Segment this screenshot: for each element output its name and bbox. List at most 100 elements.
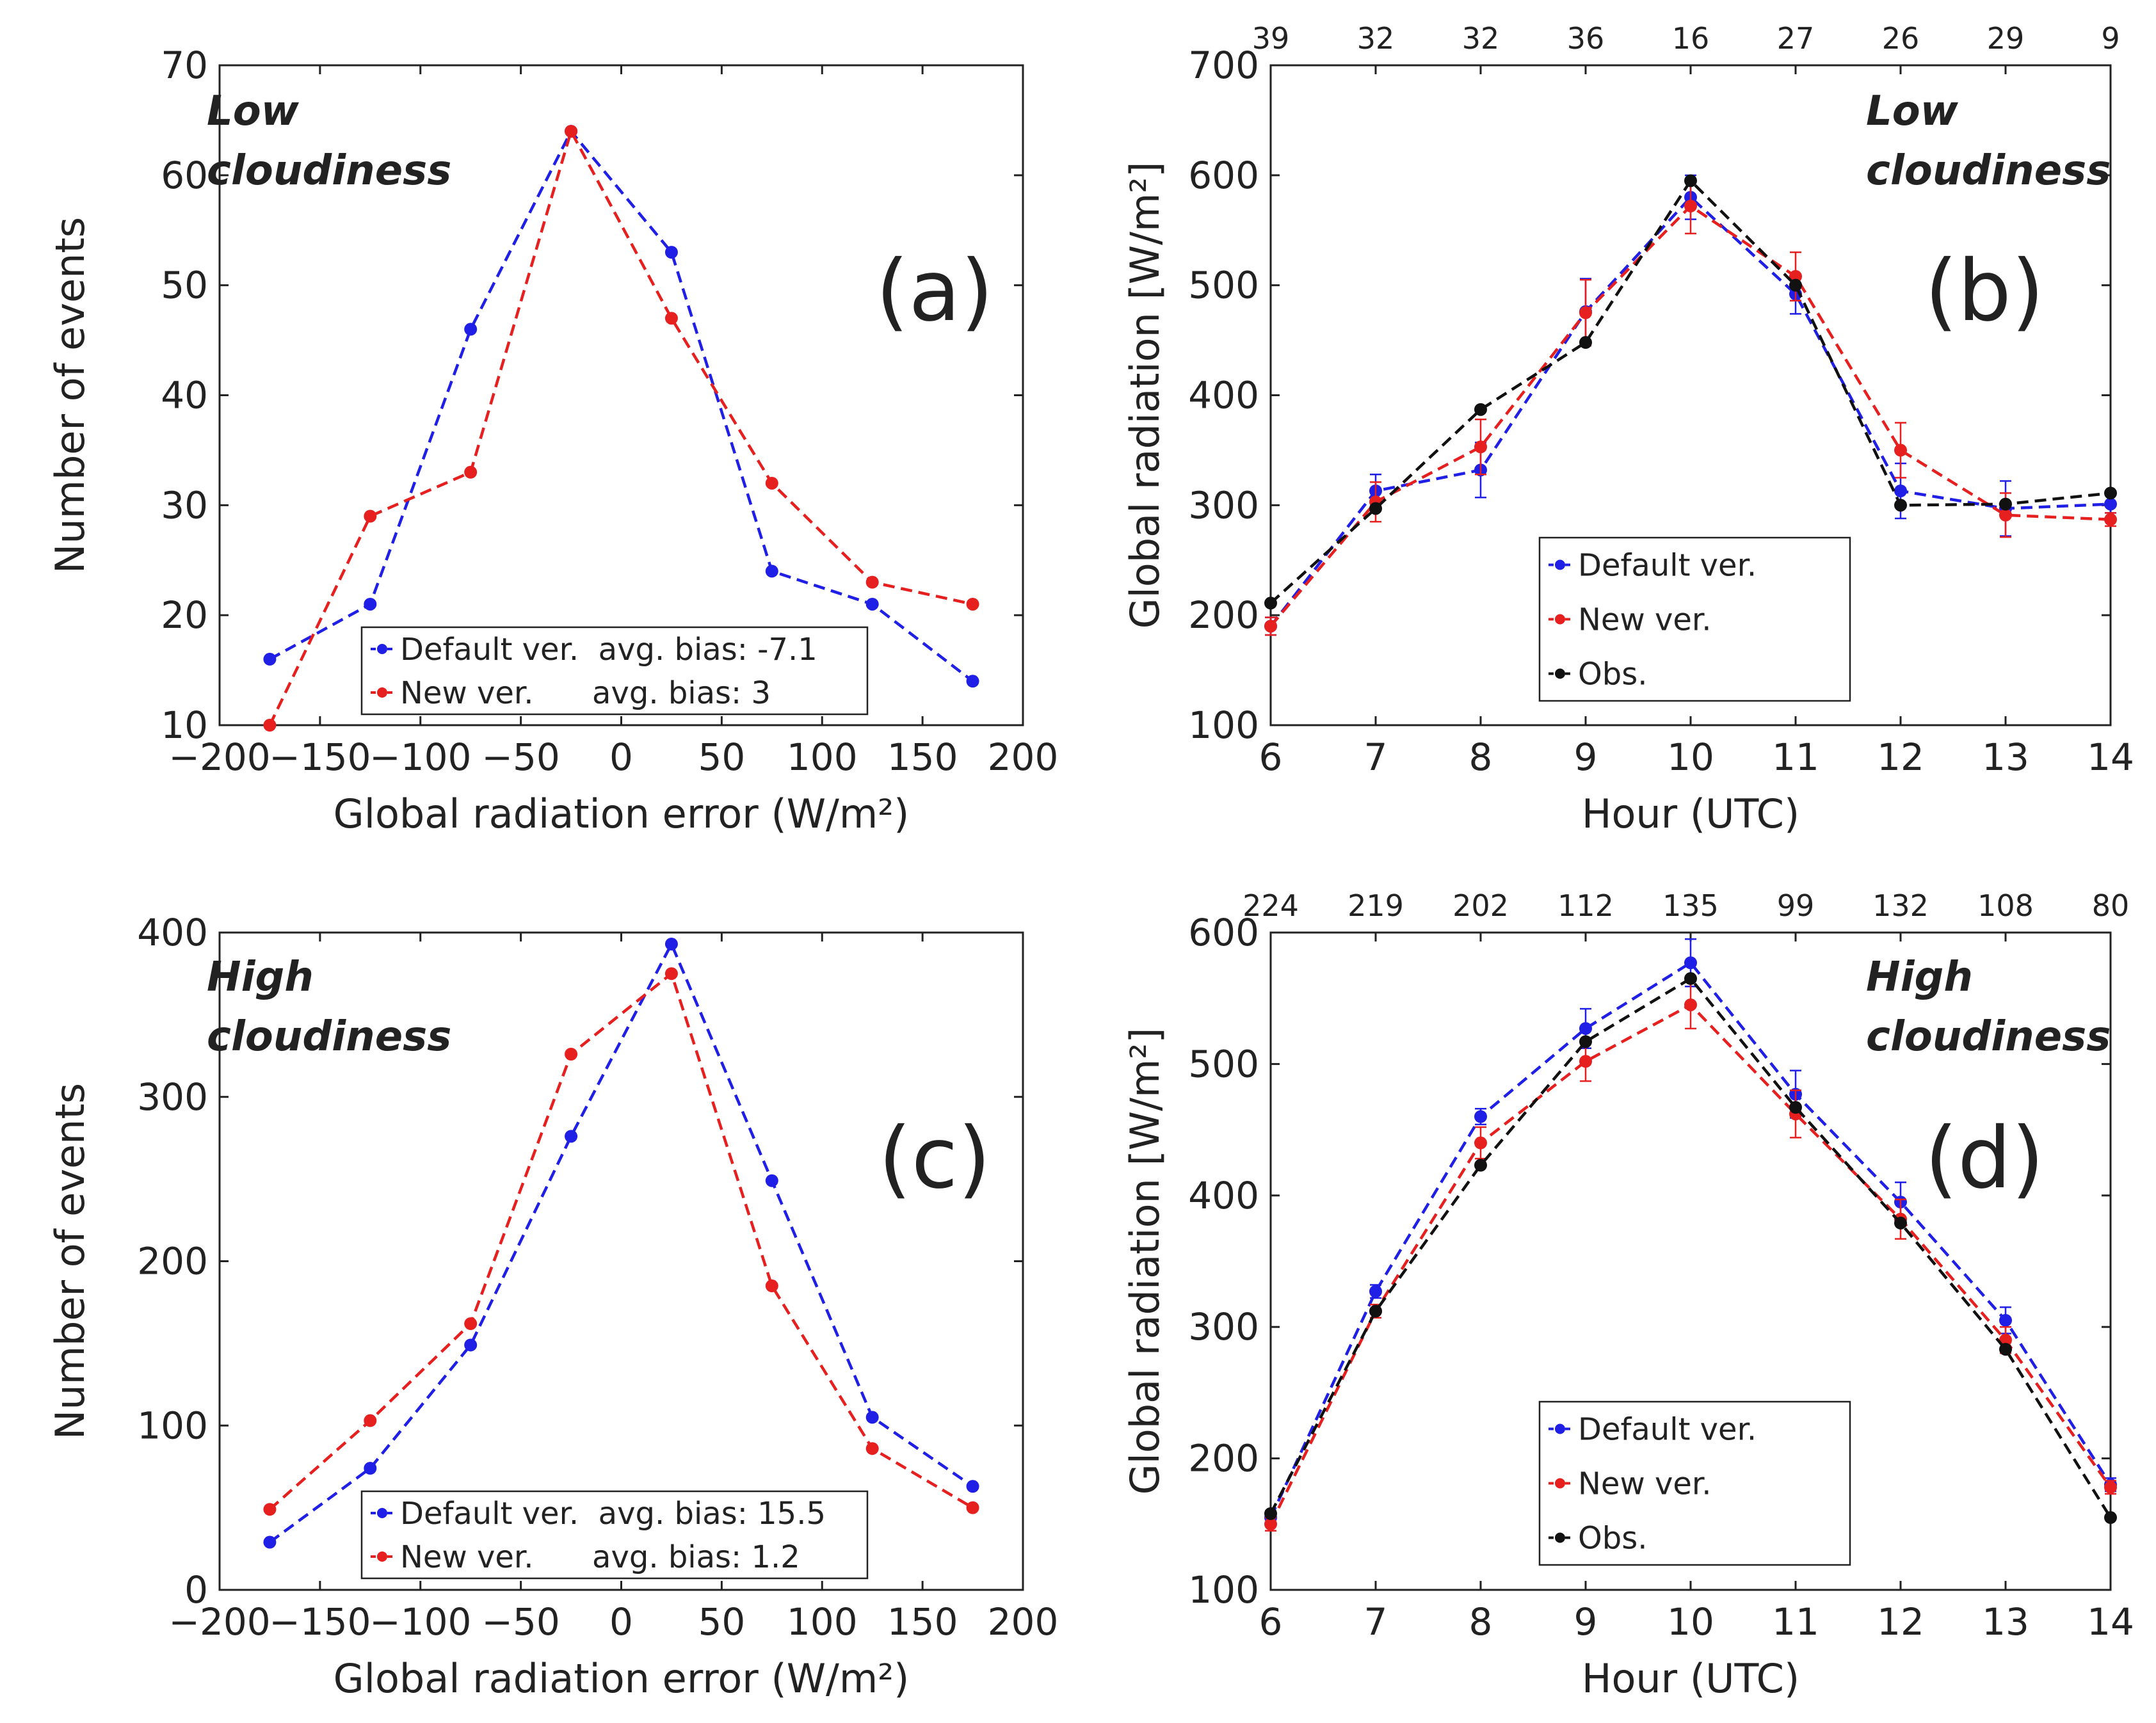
- data-point: [765, 565, 778, 578]
- top-count-label: 26: [1882, 21, 1920, 56]
- y-tick-label: 300: [1188, 1305, 1259, 1349]
- legend-entry: Default ver.: [1578, 548, 1757, 584]
- data-point: [865, 1411, 879, 1424]
- x-tick-label: 14: [2087, 735, 2134, 779]
- x-tick-label: −100: [369, 1600, 471, 1644]
- top-count-label: 32: [1357, 21, 1395, 56]
- x-tick-label: 7: [1364, 1600, 1388, 1644]
- data-point: [464, 465, 478, 479]
- legend-swatch-marker: [1555, 668, 1565, 679]
- series-line-defaultver: [269, 129, 974, 683]
- data-point: [1684, 956, 1697, 970]
- data-point: [1369, 502, 1382, 515]
- data-point: [2104, 497, 2117, 511]
- condition-label: cloudiness: [1866, 1013, 2111, 1061]
- legend-entry: Default ver. avg. bias: 15.5: [400, 1496, 826, 1532]
- y-tick-label: 200: [137, 1240, 208, 1283]
- data-point: [664, 246, 678, 259]
- data-point: [1369, 1285, 1382, 1298]
- x-tick-label: 7: [1364, 735, 1388, 779]
- condition-label: cloudiness: [207, 147, 451, 195]
- legend-box: [360, 626, 869, 716]
- y-tick-label: 300: [137, 1075, 208, 1119]
- top-count-label: 99: [1777, 888, 1815, 923]
- top-count-label: 16: [1672, 21, 1710, 56]
- y-axis-label: Global radiation [W/m²]: [1122, 1028, 1168, 1495]
- top-count-label: 112: [1557, 888, 1614, 923]
- panel-c: −200−150−100 −50 0 50 100 150 200 0 100 200 300 400…: [47, 911, 1058, 1702]
- y-tick-label: 50: [161, 264, 208, 307]
- data-point: [464, 1338, 478, 1352]
- data-point: [1684, 998, 1697, 1011]
- x-tick-label: 9: [1574, 735, 1598, 779]
- condition-label: cloudiness: [1866, 147, 2111, 195]
- y-tick-label: 20: [161, 593, 208, 637]
- legend-swatch-marker: [1555, 559, 1565, 570]
- data-point: [364, 1414, 377, 1427]
- y-tick-label: 600: [1188, 911, 1259, 954]
- panel-a: −200−150−100 −50 0 50 100 150 200 10 20 30 40 50 60 7…: [47, 44, 1058, 837]
- y-tick-label: 400: [1188, 1174, 1259, 1217]
- series-line-defaultver: [1269, 961, 2112, 1518]
- x-tick-label: 8: [1469, 735, 1493, 779]
- x-tick-label: 11: [1772, 1600, 1819, 1644]
- data-point: [1474, 440, 1487, 454]
- data-point: [1999, 508, 2012, 522]
- panel-letter: (d): [1925, 1109, 2045, 1208]
- y-tick-label: 200: [1188, 593, 1259, 637]
- y-axis-label: Global radiation [W/m²]: [1122, 162, 1168, 629]
- top-count-label: 202: [1452, 888, 1509, 923]
- y-axis-label: Number of events: [47, 1083, 93, 1439]
- x-tick-label: 6: [1259, 735, 1283, 779]
- data-point: [1789, 278, 1802, 292]
- top-count-label: 32: [1462, 21, 1500, 56]
- data-point: [464, 323, 478, 336]
- data-point: [2104, 486, 2117, 500]
- top-count-label: 36: [1567, 21, 1605, 56]
- data-point: [263, 719, 277, 732]
- top-count-label: 80: [2092, 888, 2130, 923]
- y-tick-label: 100: [1188, 703, 1259, 747]
- y-tick-label: 100: [137, 1404, 208, 1447]
- x-axis-label: Global radiation error (W/m²): [334, 790, 910, 837]
- x-tick-label: −200: [168, 1600, 270, 1644]
- data-point: [263, 1503, 277, 1516]
- legend-box: [360, 1490, 869, 1580]
- y-tick-label: 500: [1188, 1042, 1259, 1086]
- data-point: [1894, 499, 1907, 512]
- data-point: [1579, 306, 1592, 319]
- y-tick-label: 30: [161, 483, 208, 527]
- y-tick-label: 400: [1188, 374, 1259, 417]
- data-point: [765, 476, 778, 490]
- data-point: [1894, 1216, 1907, 1230]
- legend-swatch-marker: [377, 1551, 387, 1562]
- y-tick-label: 60: [161, 154, 208, 197]
- data-point: [263, 1535, 277, 1549]
- data-point: [1789, 1101, 1802, 1114]
- data-point: [765, 1279, 778, 1293]
- legend-box: [1538, 1400, 1851, 1566]
- y-tick-label: 10: [161, 703, 208, 747]
- data-point: [2104, 1511, 2117, 1525]
- x-tick-label: −50: [481, 1600, 559, 1644]
- data-point: [1999, 1313, 2012, 1327]
- legend: Default ver. New ver. Obs.: [1538, 536, 1851, 702]
- y-tick-label: 70: [161, 44, 208, 87]
- x-tick-label: −100: [369, 735, 471, 779]
- data-point: [364, 509, 377, 523]
- data-point: [966, 675, 979, 688]
- data-point: [1684, 972, 1697, 985]
- data-point: [2104, 513, 2117, 526]
- legend-entry: Default ver.: [1578, 1412, 1757, 1448]
- x-tick-label: 11: [1772, 735, 1819, 779]
- data-point: [765, 1174, 778, 1187]
- data-point: [1579, 1035, 1592, 1048]
- data-point: [664, 937, 678, 950]
- data-point: [1264, 1507, 1277, 1520]
- y-tick-label: 40: [161, 374, 208, 417]
- legend-box: [1538, 536, 1851, 702]
- x-tick-label: 100: [787, 1600, 858, 1644]
- x-tick-label: −50: [481, 735, 559, 779]
- data-point: [1999, 1343, 2012, 1356]
